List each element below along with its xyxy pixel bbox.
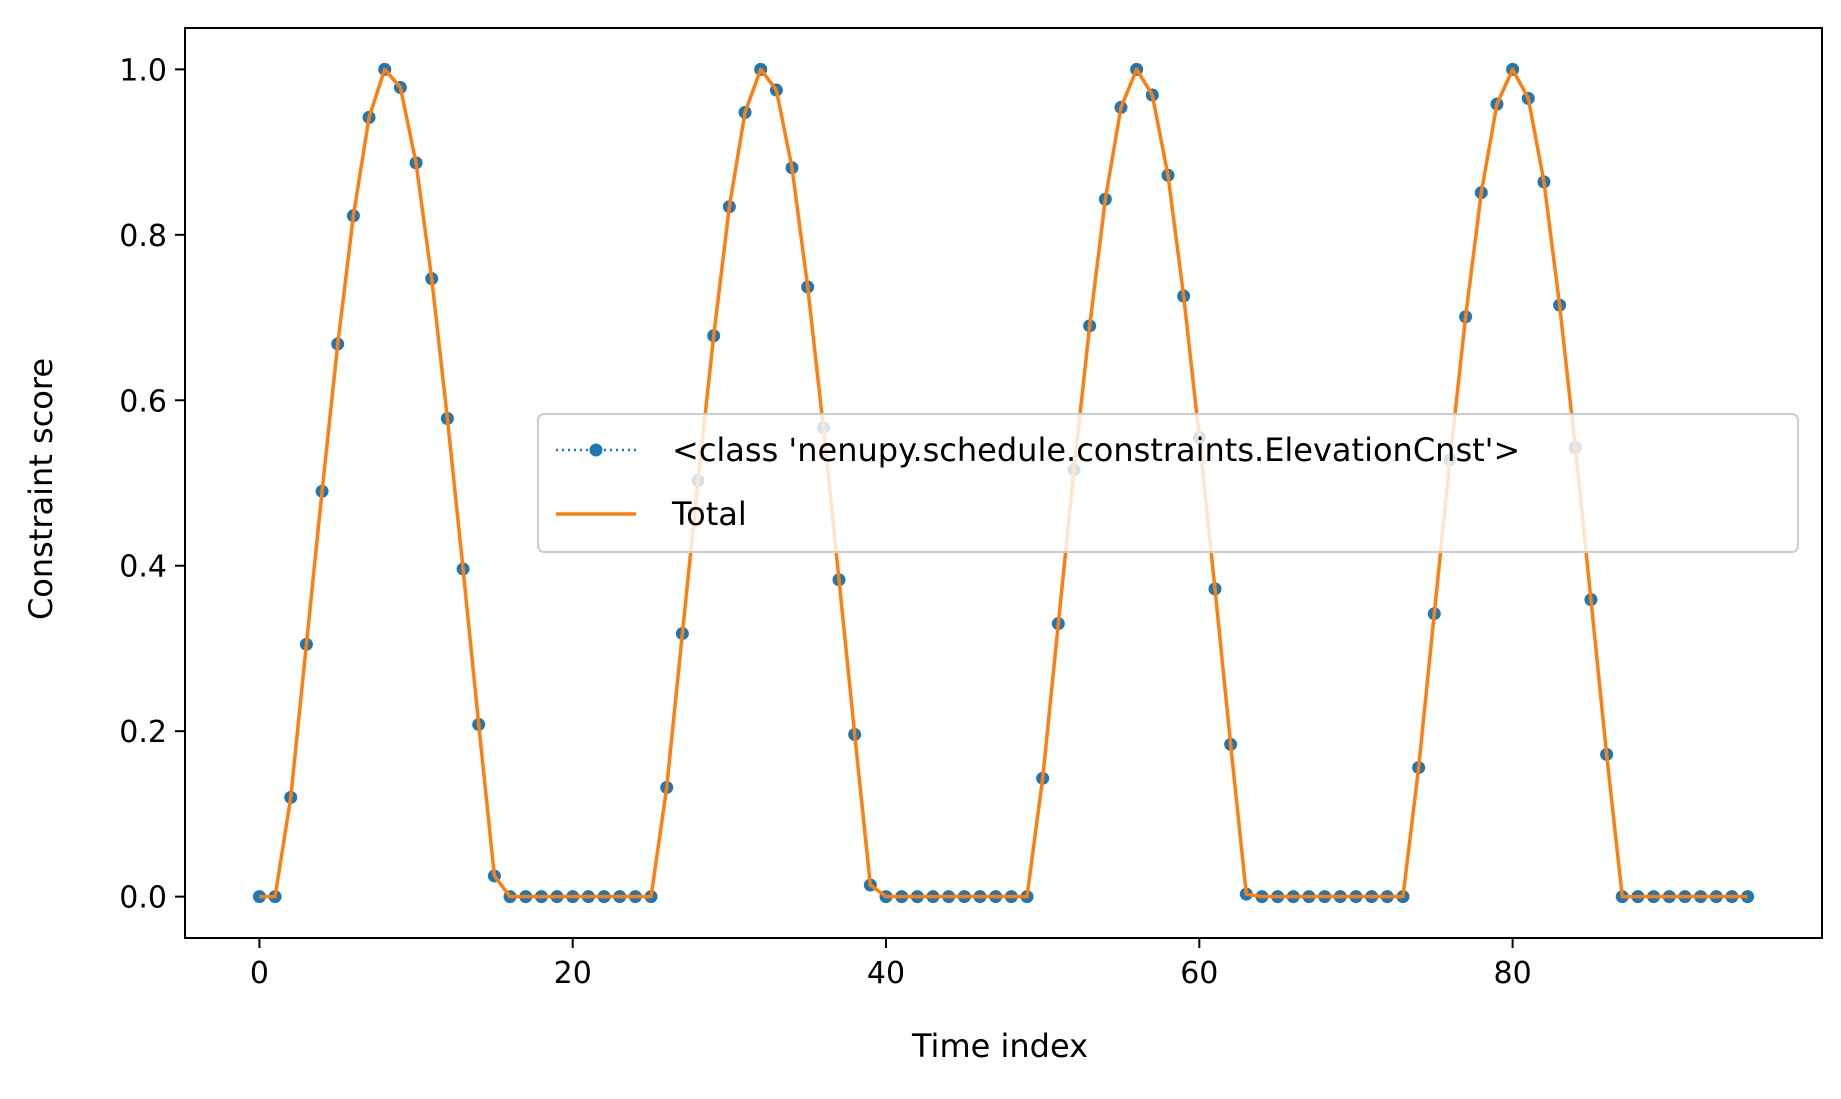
- x-tick-label: 20: [554, 956, 592, 991]
- y-axis-label: Constraint score: [22, 358, 60, 620]
- plot-frame: [184, 27, 1823, 939]
- legend-total-label: Total: [671, 495, 747, 533]
- y-tick-label: 0.8: [119, 219, 167, 254]
- y-tick-label: 0.2: [119, 715, 167, 750]
- y-tick-label: 0.4: [119, 550, 167, 585]
- x-tick-label: 0: [250, 956, 269, 991]
- y-tick-label: 0.0: [119, 881, 167, 916]
- x-tick-label: 80: [1494, 956, 1532, 991]
- y-tick-label: 0.6: [119, 384, 167, 419]
- legend: <class 'nenupy.schedule.constraints.Elev…: [537, 413, 1799, 553]
- x-axis-label: Time index: [911, 1027, 1088, 1065]
- x-tick-label: 60: [1180, 956, 1218, 991]
- y-tick-label: 1.0: [119, 53, 167, 88]
- legend-box: [537, 413, 1799, 553]
- series-total-line: [259, 67, 1748, 899]
- legend-elevation-marker: [589, 443, 603, 457]
- legend-elevation-label: <class 'nenupy.schedule.constraints.Elev…: [672, 431, 1520, 469]
- x-tick-label: 40: [867, 956, 905, 991]
